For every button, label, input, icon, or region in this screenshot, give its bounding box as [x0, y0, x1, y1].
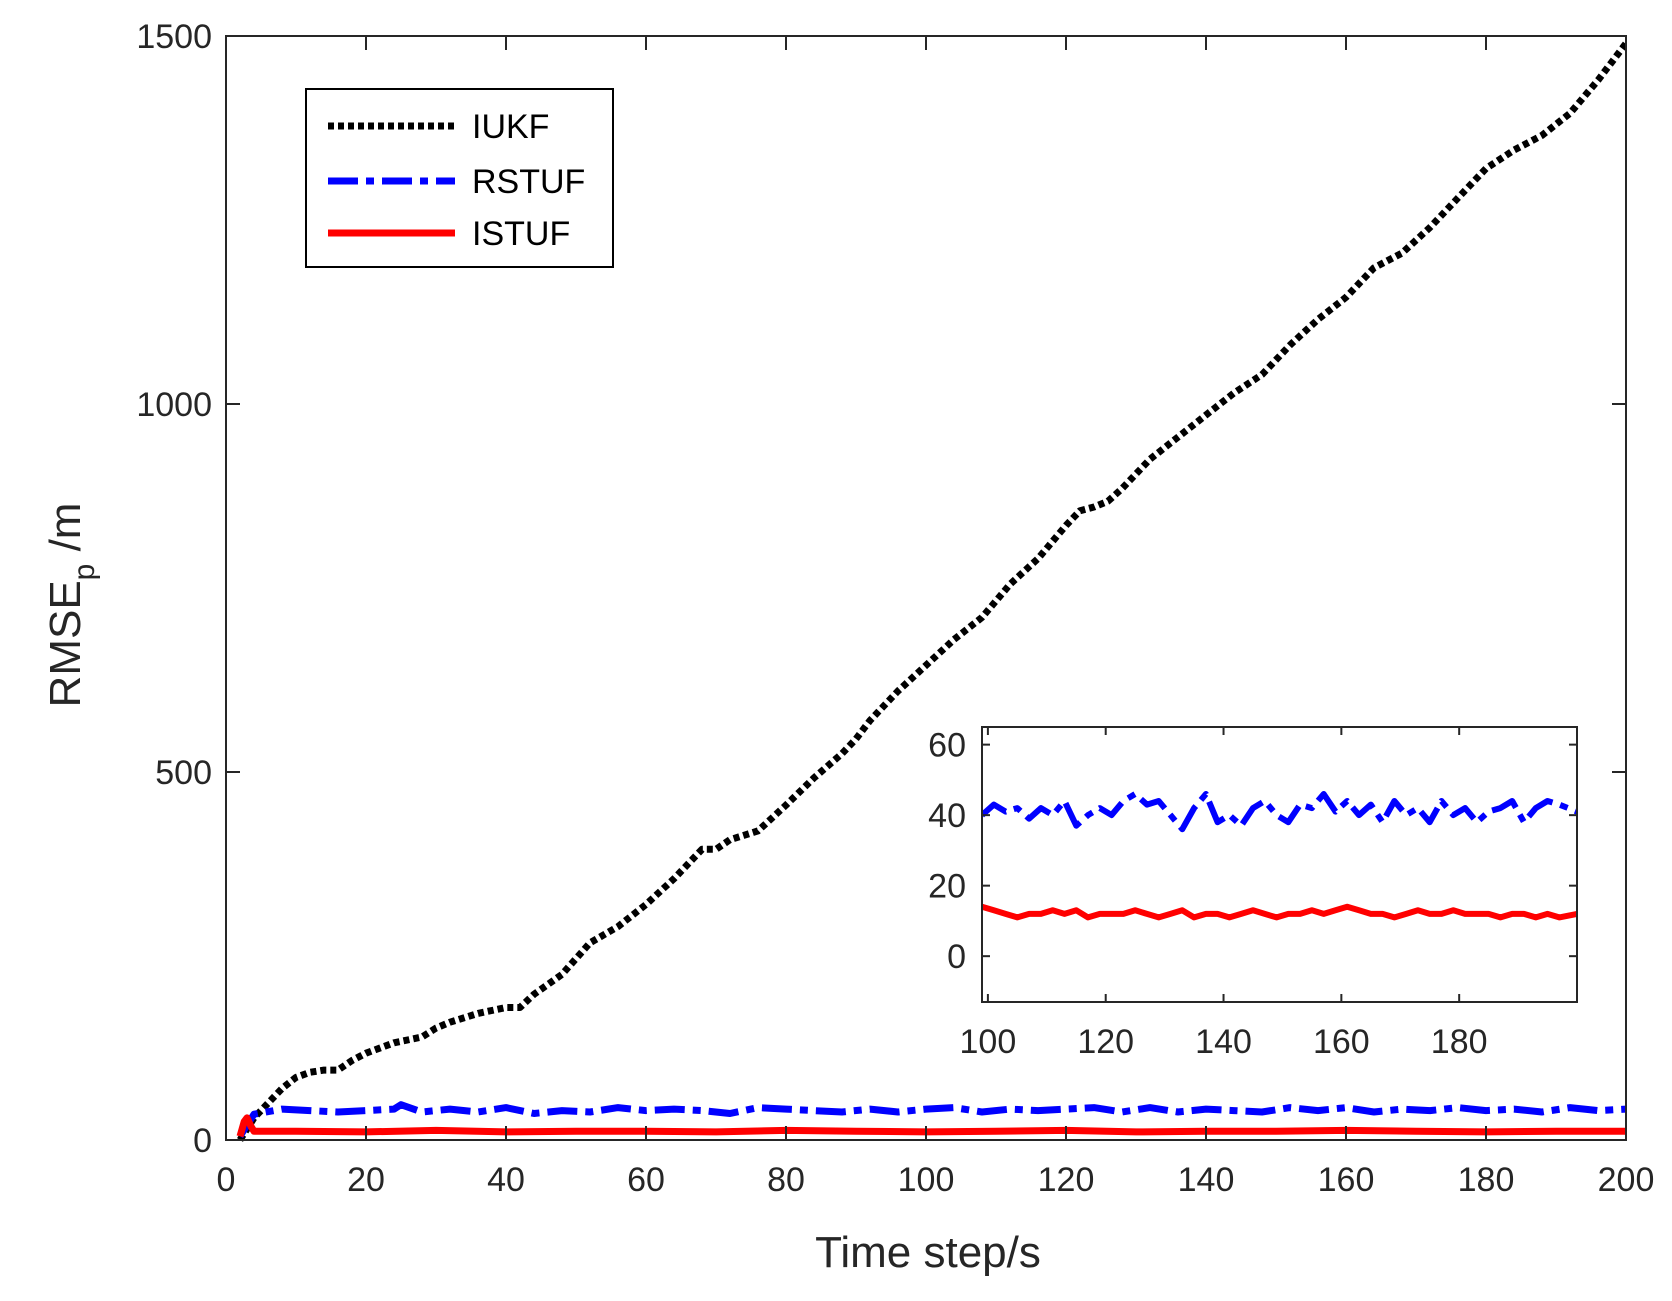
- main-x-tick-label: 100: [898, 1161, 955, 1199]
- main-x-tick-label: 0: [217, 1161, 236, 1199]
- y-axis-label: RMSEp /m: [41, 503, 101, 708]
- inset-y-tick-label: 60: [928, 727, 966, 765]
- main-y-tick-label: 1000: [136, 386, 212, 424]
- inset-x-tick-label: 180: [1431, 1023, 1488, 1061]
- svg-text:RMSEp /m: RMSEp /m: [41, 503, 101, 708]
- main-y-tick-label: 0: [193, 1122, 212, 1160]
- inset-series-istuf: [982, 903, 1577, 921]
- inset-x-tick-label: 100: [960, 1023, 1017, 1061]
- legend-label-rstuf: RSTUF: [472, 163, 585, 201]
- inset-chart: 100 120 140 160 180 0 20 40 60: [928, 726, 1578, 1061]
- main-series-rstuf: [237, 1101, 1626, 1139]
- main-x-tick-label: 40: [487, 1161, 525, 1199]
- main-series-iukf: [237, 41, 1626, 1142]
- legend-label-istuf: ISTUF: [472, 215, 570, 253]
- main-x-tick-label: 200: [1598, 1161, 1655, 1199]
- inset-x-tick-label: 140: [1195, 1023, 1252, 1061]
- inset-y-tick-label: 0: [947, 938, 966, 976]
- main-x-tick-label: 20: [347, 1161, 385, 1199]
- inset-axes-frame: [981, 726, 1578, 1003]
- main-y-tick-label: 500: [155, 754, 212, 792]
- inset-x-tick-label: 120: [1077, 1023, 1134, 1061]
- main-x-tick-label: 160: [1318, 1161, 1375, 1199]
- main-x-tick-label: 120: [1038, 1161, 1095, 1199]
- x-axis-label: Time step/s: [815, 1228, 1041, 1277]
- y-axis-label-main: RMSE: [41, 580, 90, 707]
- main-x-tick-label: 180: [1458, 1161, 1515, 1199]
- inset-y-tick-label: 40: [928, 797, 966, 835]
- inset-axes: 100 120 140 160 180 0 20 40 60: [928, 726, 1578, 1061]
- main-x-tick-label: 60: [627, 1161, 665, 1199]
- y-axis-label-unit: /m: [41, 503, 90, 564]
- legend-label-iukf: IUKF: [472, 108, 549, 146]
- main-x-tick-label: 80: [767, 1161, 805, 1199]
- y-axis-label-subscript: p: [68, 564, 101, 581]
- inset-series-layer: [982, 791, 1577, 921]
- inset-x-tick-label: 160: [1313, 1023, 1370, 1061]
- main-y-tick-label: 1500: [136, 18, 212, 56]
- legend: IUKF RSTUF ISTUF: [305, 88, 614, 268]
- inset-series-rstuf: [982, 791, 1577, 833]
- inset-y-tick-label: 20: [928, 868, 966, 906]
- main-x-tick-label: 140: [1178, 1161, 1235, 1199]
